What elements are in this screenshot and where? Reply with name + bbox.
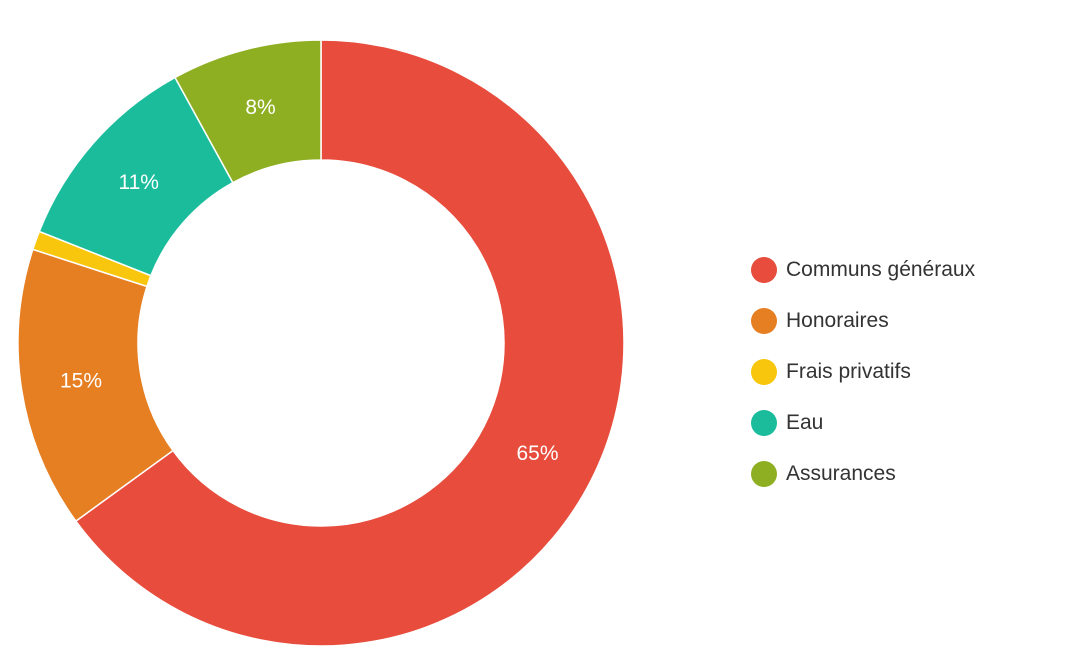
legend: Communs généraux Honoraires Frais privatif… xyxy=(751,244,975,499)
legend-label: Frais privatifs xyxy=(786,359,911,383)
legend-swatch xyxy=(751,307,777,334)
data-label-assurances: 8% xyxy=(245,96,275,119)
data-label-honoraires: 15% xyxy=(60,370,102,393)
data-labels-group: 65% 15% 11% 8% xyxy=(60,96,559,465)
legend-swatch xyxy=(751,256,777,283)
legend-label: Assurances xyxy=(786,461,896,485)
legend-item-frais-privatifs[interactable]: Frais privatifs xyxy=(751,346,975,397)
slice-communs-generaux[interactable] xyxy=(74,39,625,647)
legend-item-communs-generaux[interactable]: Communs généraux xyxy=(751,244,975,295)
legend-swatch xyxy=(751,358,777,385)
data-label-eau: 11% xyxy=(118,171,158,194)
legend-swatch xyxy=(751,460,777,487)
legend-label: Eau xyxy=(786,410,824,434)
data-label-communs-generaux: 65% xyxy=(516,442,558,465)
legend-item-assurances[interactable]: Assurances xyxy=(751,448,975,499)
legend-swatch xyxy=(751,409,777,436)
legend-label: Honoraires xyxy=(786,308,889,332)
slices-group xyxy=(17,39,625,647)
legend-label: Communs généraux xyxy=(786,257,976,281)
legend-item-honoraires[interactable]: Honoraires xyxy=(751,295,975,346)
slice-assurances[interactable] xyxy=(174,39,322,184)
legend-item-eau[interactable]: Eau xyxy=(751,397,975,448)
